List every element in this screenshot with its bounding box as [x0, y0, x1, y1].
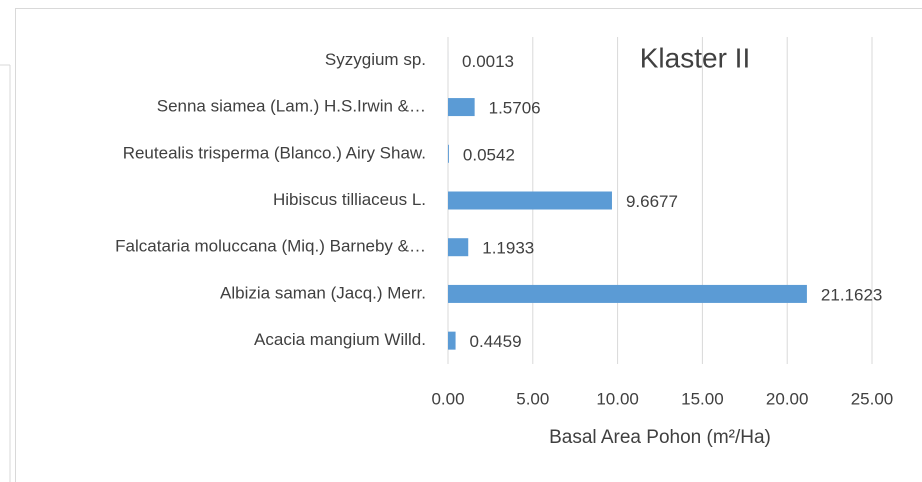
- bar: [448, 284, 807, 303]
- data-label: 0.4459: [470, 332, 522, 351]
- data-label: 0.0542: [463, 145, 515, 164]
- data-label: 9.6677: [626, 192, 678, 211]
- y-tick-label: Albizia saman (Jacq.) Merr.: [220, 283, 426, 302]
- bar: [448, 98, 475, 117]
- x-tick-label: 5.00: [516, 389, 549, 408]
- marks: [448, 51, 807, 350]
- bar: [448, 191, 612, 210]
- data-label: 1.5706: [489, 99, 541, 118]
- chart-frame: [15, 8, 922, 482]
- x-tick-label: 15.00: [681, 389, 724, 408]
- bar: [448, 331, 456, 350]
- y-tick-label: Reutealis trisperma (Blanco.) Airy Shaw.: [123, 143, 426, 162]
- y-tick-label: Acacia mangium Willd.: [254, 330, 426, 349]
- x-tick-label: 10.00: [596, 389, 639, 408]
- data-label: 1.1933: [482, 239, 534, 258]
- y-tick-label: Hibiscus tilliaceus L.: [273, 190, 426, 209]
- y-tick-label: Syzygium sp.: [325, 50, 426, 69]
- y-tick-label: Senna siamea (Lam.) H.S.Irwin &…: [157, 97, 426, 116]
- data-label: 0.0013: [462, 52, 514, 71]
- data-label: 21.1623: [821, 285, 882, 304]
- bar: [448, 238, 469, 257]
- x-tick-label: 25.00: [851, 389, 894, 408]
- x-axis-title: Basal Area Pohon (m²/Ha): [549, 427, 771, 448]
- bar: [448, 144, 449, 163]
- x-tick-label: 0.00: [431, 389, 464, 408]
- x-tick-label: 20.00: [766, 389, 809, 408]
- y-tick-label: Falcataria moluccana (Miq.) Barneby &…: [115, 237, 426, 256]
- chart-title: Klaster II: [640, 42, 750, 73]
